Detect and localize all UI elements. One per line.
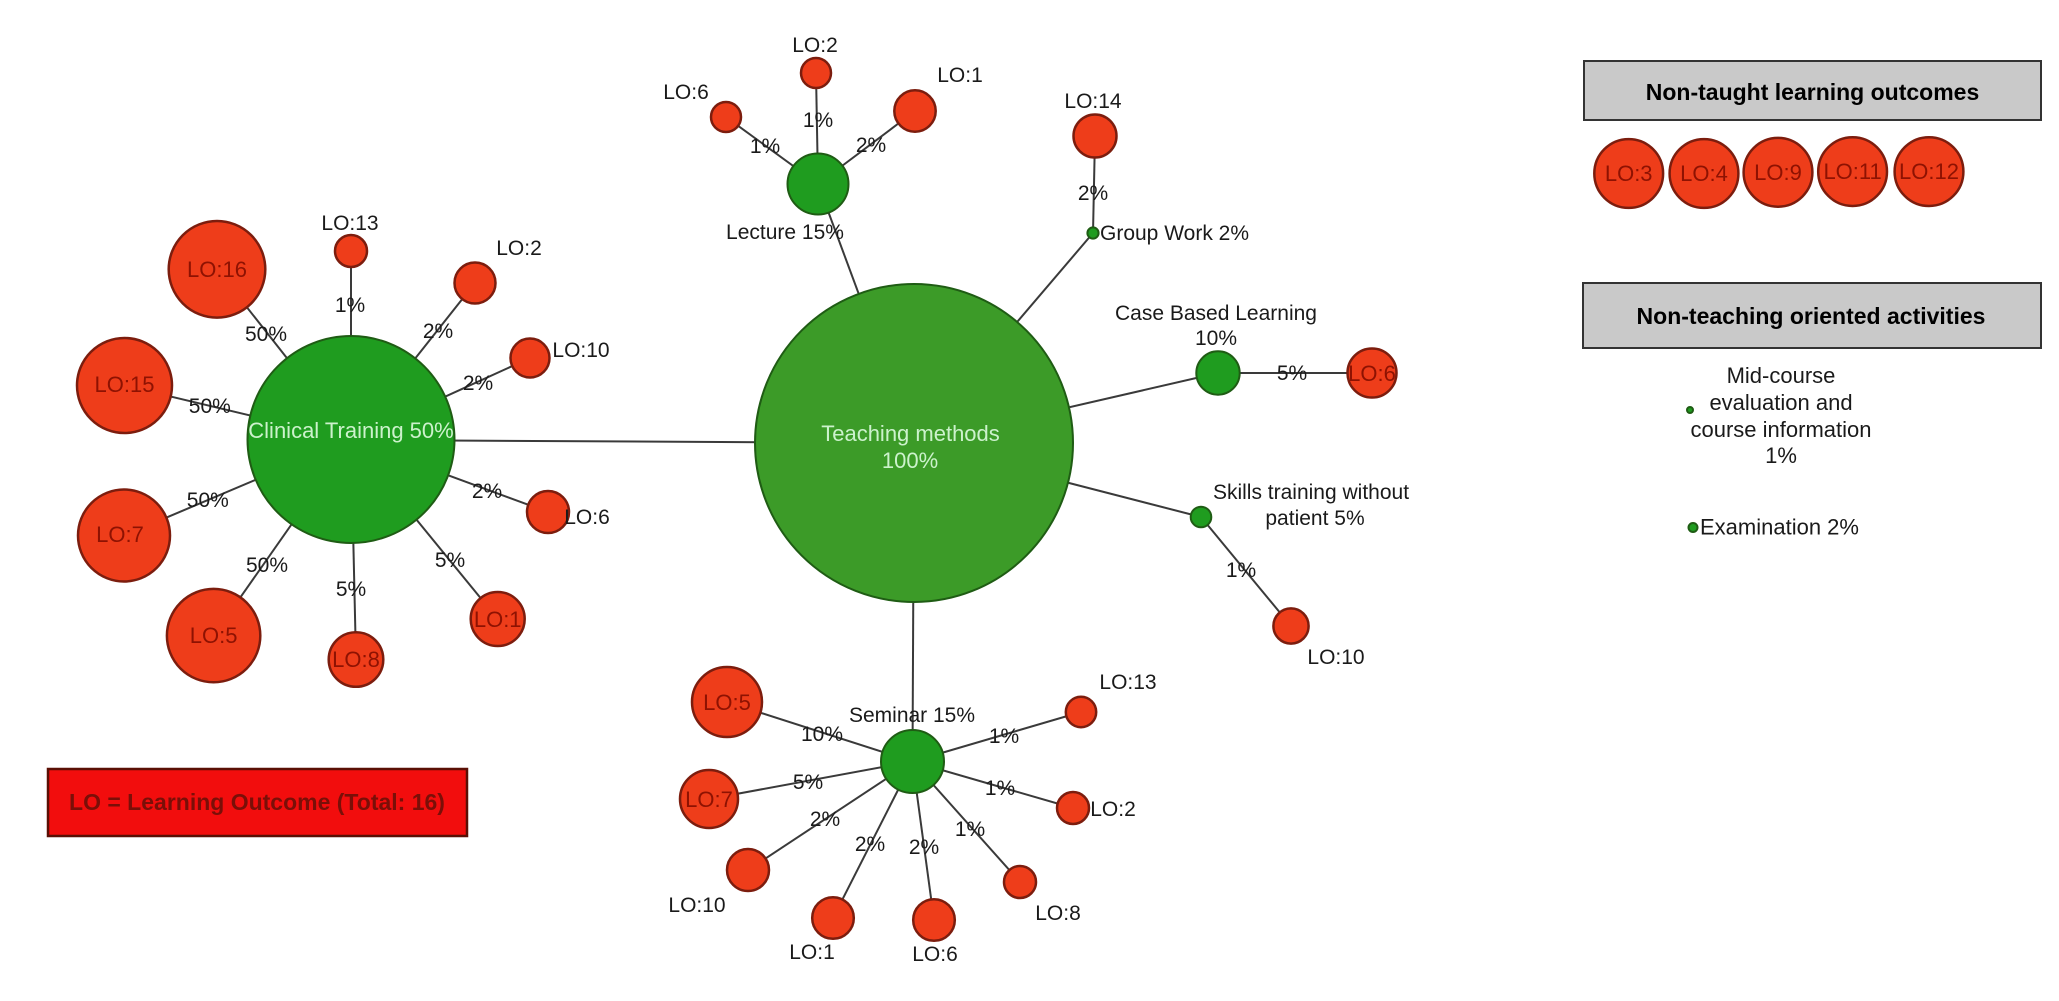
svg-text:2%: 2% <box>810 808 840 831</box>
svg-text:LO:7: LO:7 <box>685 787 733 812</box>
svg-text:LO:7: LO:7 <box>96 522 144 547</box>
svg-text:Lecture 15%: Lecture 15% <box>726 221 844 244</box>
svg-text:1%: 1% <box>1765 443 1797 468</box>
svg-text:LO:6: LO:6 <box>564 506 610 529</box>
svg-text:50%: 50% <box>187 489 229 512</box>
svg-text:1%: 1% <box>335 294 365 317</box>
svg-text:LO:5: LO:5 <box>190 623 238 648</box>
svg-text:Seminar 15%: Seminar 15% <box>849 704 975 727</box>
svg-text:patient 5%: patient 5% <box>1265 507 1364 530</box>
svg-text:5%: 5% <box>336 578 366 601</box>
svg-text:1%: 1% <box>750 135 780 158</box>
svg-text:LO:2: LO:2 <box>1090 798 1136 821</box>
svg-text:5%: 5% <box>793 771 823 794</box>
svg-text:LO:6: LO:6 <box>663 81 709 104</box>
svg-text:LO:8: LO:8 <box>332 647 380 672</box>
svg-text:Non-teaching oriented activiti: Non-teaching oriented activities <box>1637 303 1986 329</box>
svg-text:1%: 1% <box>1226 559 1256 582</box>
svg-text:LO:11: LO:11 <box>1823 159 1881 184</box>
svg-text:2%: 2% <box>463 372 493 395</box>
svg-text:50%: 50% <box>245 323 287 346</box>
svg-text:50%: 50% <box>189 395 231 418</box>
svg-text:100%: 100% <box>882 448 938 473</box>
svg-text:LO:14: LO:14 <box>1064 90 1122 113</box>
svg-text:Teaching methods: Teaching methods <box>821 421 1000 446</box>
svg-text:LO:6: LO:6 <box>1348 361 1396 386</box>
svg-text:50%: 50% <box>246 554 288 577</box>
svg-text:LO:13: LO:13 <box>321 212 378 235</box>
svg-text:LO:10: LO:10 <box>1307 646 1364 669</box>
svg-text:2%: 2% <box>423 320 453 343</box>
svg-text:LO:3: LO:3 <box>1605 161 1653 186</box>
svg-text:1%: 1% <box>803 109 833 132</box>
svg-text:Case Based Learning: Case Based Learning <box>1115 302 1317 325</box>
svg-text:Skills training without: Skills training without <box>1213 481 1409 504</box>
svg-text:Group Work 2%: Group Work 2% <box>1100 222 1249 245</box>
svg-text:LO:10: LO:10 <box>668 894 725 917</box>
svg-text:10%: 10% <box>801 723 843 746</box>
svg-text:LO:10: LO:10 <box>552 339 609 362</box>
svg-text:2%: 2% <box>856 134 886 157</box>
svg-text:1%: 1% <box>955 818 985 841</box>
svg-text:LO:4: LO:4 <box>1680 161 1728 186</box>
svg-text:LO = Learning Outcome (Total:: LO = Learning Outcome (Total: 16) <box>69 789 445 815</box>
svg-text:LO:9: LO:9 <box>1754 160 1802 185</box>
svg-text:Clinical Training 50%: Clinical Training 50% <box>248 418 453 443</box>
svg-text:LO:1: LO:1 <box>937 64 983 87</box>
svg-text:LO:1: LO:1 <box>789 941 835 964</box>
svg-text:10%: 10% <box>1195 327 1237 350</box>
svg-text:LO:8: LO:8 <box>1035 902 1081 925</box>
svg-text:course information: course information <box>1691 417 1872 442</box>
svg-text:5%: 5% <box>435 549 465 572</box>
svg-text:2%: 2% <box>1078 182 1108 205</box>
svg-text:Mid-course: Mid-course <box>1727 363 1836 388</box>
svg-text:5%: 5% <box>1277 362 1307 385</box>
svg-text:LO:6: LO:6 <box>912 943 958 966</box>
svg-text:2%: 2% <box>909 836 939 859</box>
svg-text:evaluation and: evaluation and <box>1709 390 1852 415</box>
svg-text:LO:1: LO:1 <box>474 607 522 632</box>
svg-text:LO:2: LO:2 <box>792 34 838 57</box>
svg-text:LO:15: LO:15 <box>95 372 155 397</box>
svg-text:1%: 1% <box>989 725 1019 748</box>
svg-text:LO:12: LO:12 <box>1899 159 1959 184</box>
svg-text:Examination 2%: Examination 2% <box>1700 515 1859 540</box>
svg-text:LO:16: LO:16 <box>187 257 247 282</box>
svg-text:Non-taught learning outcomes: Non-taught learning outcomes <box>1646 79 1980 105</box>
svg-text:LO:5: LO:5 <box>703 690 751 715</box>
svg-text:LO:13: LO:13 <box>1099 671 1156 694</box>
svg-text:2%: 2% <box>855 833 885 856</box>
svg-text:2%: 2% <box>472 480 502 503</box>
svg-text:LO:2: LO:2 <box>496 237 542 260</box>
svg-text:1%: 1% <box>985 777 1015 800</box>
